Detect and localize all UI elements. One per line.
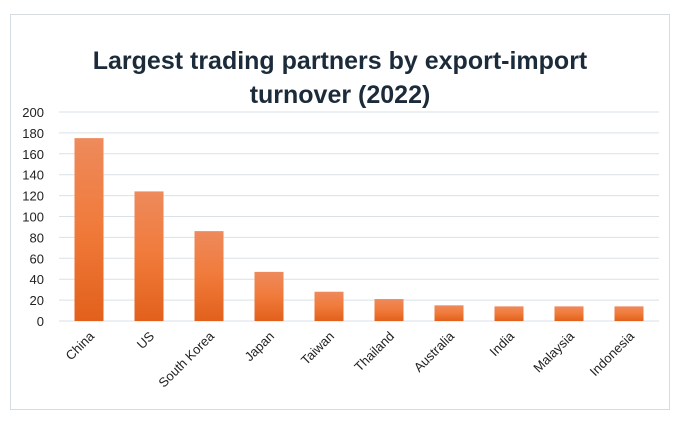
bar-japan — [254, 271, 284, 321]
x-tick-label: South Korea — [155, 328, 217, 390]
bar-malaysia — [554, 306, 584, 321]
x-tick-label: Taiwan — [298, 329, 337, 368]
bar-thailand — [374, 299, 404, 321]
y-tick-label: 80 — [30, 230, 44, 245]
x-tick-label: Malaysia — [530, 328, 577, 375]
bar-india — [494, 306, 524, 321]
bar-australia — [434, 305, 464, 321]
y-tick-label: 120 — [22, 189, 44, 204]
chart-title: Largest trading partners by export-impor… — [92, 47, 588, 109]
bar-south-korea — [194, 231, 224, 321]
x-tick-label: US — [134, 328, 158, 352]
chart-frame — [10, 14, 670, 410]
x-tick-label: Indonesia — [587, 328, 638, 379]
x-tick-label: China — [62, 328, 97, 363]
bar-taiwan — [314, 291, 344, 321]
y-tick-label: 180 — [22, 126, 44, 141]
bar-indonesia — [614, 306, 644, 321]
x-tick-label: Australia — [411, 328, 458, 375]
bar-us — [134, 191, 164, 321]
y-tick-label: 100 — [22, 210, 44, 225]
y-tick-label: 60 — [30, 251, 44, 266]
y-tick-label: 200 — [22, 105, 44, 120]
y-tick-label: 160 — [22, 147, 44, 162]
y-tick-label: 140 — [22, 168, 44, 183]
y-tick-label: 20 — [30, 293, 44, 308]
x-tick-label: India — [487, 328, 518, 359]
bar-china — [74, 138, 104, 321]
x-tick-label: Thailand — [351, 329, 397, 375]
x-tick-label: Japan — [241, 329, 277, 365]
y-tick-label: 0 — [37, 314, 44, 329]
y-tick-label: 40 — [30, 272, 44, 287]
